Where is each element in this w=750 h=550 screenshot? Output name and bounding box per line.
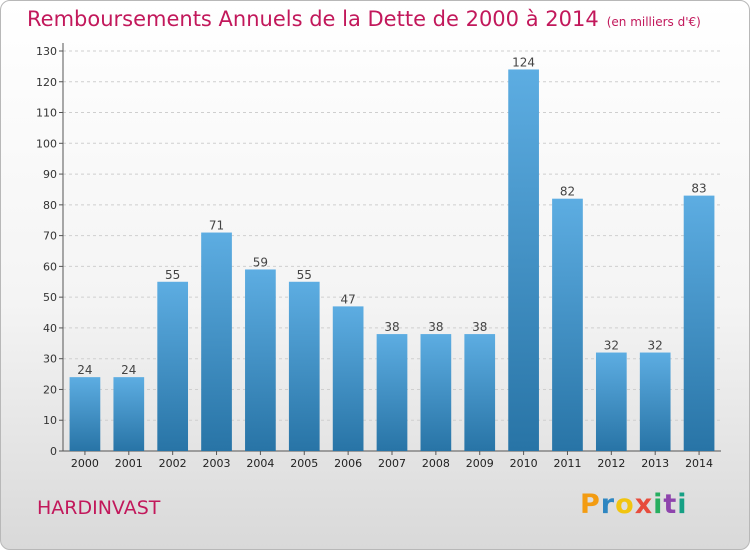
value-label: 55 (297, 268, 312, 282)
value-label: 82 (560, 185, 575, 199)
x-tick-label: 2007 (378, 457, 406, 470)
value-label: 38 (472, 320, 487, 334)
bar-2007 (376, 334, 408, 451)
value-label: 38 (384, 320, 399, 334)
x-tick-label: 2001 (115, 457, 143, 470)
y-tick-label: 20 (43, 383, 57, 396)
y-tick-label: 120 (36, 76, 57, 89)
bar-2006 (332, 306, 364, 451)
chart-title: Remboursements Annuels de la Dette de 20… (27, 7, 701, 31)
y-tick-label: 40 (43, 322, 57, 335)
bar-2005 (288, 281, 320, 451)
logo-letter: x (634, 489, 654, 520)
y-tick-label: 130 (36, 45, 57, 58)
logo-letter: i (653, 489, 664, 520)
x-tick-label: 2008 (422, 457, 450, 470)
y-tick-label: 80 (43, 199, 57, 212)
value-label: 24 (77, 363, 92, 377)
y-tick-label: 70 (43, 230, 57, 243)
value-label: 83 (691, 182, 706, 196)
logo-letter: i (677, 489, 688, 520)
value-label: 71 (209, 219, 224, 233)
y-tick-label: 60 (43, 260, 57, 273)
x-tick-label: 2014 (685, 457, 713, 470)
value-label: 47 (340, 292, 355, 306)
logo-letter: P (580, 489, 601, 520)
x-tick-label: 2004 (246, 457, 274, 470)
y-tick-label: 10 (43, 414, 57, 427)
bar-2001 (113, 377, 145, 451)
value-label: 24 (121, 363, 136, 377)
value-label: 124 (512, 55, 535, 69)
x-tick-label: 2003 (203, 457, 231, 470)
bar-2002 (157, 281, 189, 451)
logo-letter: t (663, 489, 678, 520)
proxiti-logo[interactable]: Proxiti (580, 489, 688, 520)
x-tick-label: 2012 (597, 457, 625, 470)
bar-2014 (683, 195, 715, 451)
x-tick-label: 2005 (290, 457, 318, 470)
labels: 2000 24 2001 24 2002 55 2003 71 2004 59 2005 55 2006… (71, 55, 713, 470)
x-tick-label: 2013 (641, 457, 669, 470)
place-name: HARDINVAST (37, 497, 161, 519)
value-label: 32 (604, 339, 619, 353)
bars (69, 69, 715, 451)
bar-2010 (508, 69, 539, 451)
bar-2004 (245, 269, 276, 451)
y-tick-label: 90 (43, 168, 57, 181)
x-tick-label: 2009 (466, 457, 494, 470)
y-tick-label: 110 (36, 107, 57, 120)
bar-2000 (69, 377, 101, 451)
x-tick-label: 2011 (553, 457, 581, 470)
title-unit: (en milliers d'€) (606, 15, 701, 29)
bar-2012 (595, 352, 627, 451)
value-label: 55 (165, 268, 180, 282)
bar-2013 (639, 352, 671, 451)
x-tick-label: 2000 (71, 457, 99, 470)
x-tick-label: 2006 (334, 457, 362, 470)
x-tick-label: 2010 (510, 457, 538, 470)
value-label: 38 (428, 320, 443, 334)
y-tick-label: 50 (43, 291, 57, 304)
value-label: 59 (253, 255, 268, 269)
bar-2003 (201, 232, 232, 451)
bar-2009 (464, 334, 496, 451)
y-tick-label: 100 (36, 137, 57, 150)
logo-letter: o (615, 489, 635, 520)
bar-2011 (552, 198, 583, 451)
y-tick-label: 0 (50, 445, 57, 458)
y-tick-label: 30 (43, 353, 57, 366)
bar-2008 (420, 334, 452, 451)
x-tick-label: 2002 (159, 457, 187, 470)
value-label: 32 (648, 339, 663, 353)
title-text: Remboursements Annuels de la Dette de 20… (27, 7, 599, 31)
logo-letter: r (600, 489, 616, 520)
